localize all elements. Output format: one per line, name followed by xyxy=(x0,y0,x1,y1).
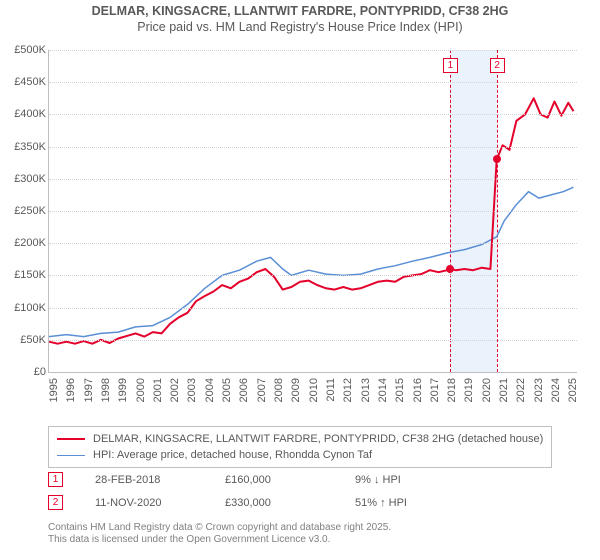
legend-box: DELMAR, KINGSACRE, LLANTWIT FARDRE, PONT… xyxy=(48,426,552,468)
legend-item-hpi: HPI: Average price, detached house, Rhon… xyxy=(57,447,543,463)
legend-label-hpi: HPI: Average price, detached house, Rhon… xyxy=(93,449,372,461)
sale-flag-in-chart: 1 xyxy=(443,58,458,73)
sale-flag-1: 1 xyxy=(48,472,63,487)
x-tick-label: 2018 xyxy=(446,378,458,418)
price-chart-container: { "title": { "line1": "DELMAR, KINGSACRE… xyxy=(0,0,600,560)
y-tick-label: £350K xyxy=(2,141,46,153)
y-tick-label: £0 xyxy=(2,366,46,378)
x-tick-label: 2024 xyxy=(550,378,562,418)
title-address: DELMAR, KINGSACRE, LLANTWIT FARDRE, PONT… xyxy=(0,4,600,18)
sale-date-1: 28-FEB-2018 xyxy=(95,474,225,486)
gridline-h xyxy=(49,147,577,148)
x-tick-label: 1998 xyxy=(100,378,112,418)
footnote-line2: This data is licensed under the Open Gov… xyxy=(48,534,391,546)
legend-swatch-hpi xyxy=(57,455,85,456)
y-tick-label: £250K xyxy=(2,205,46,217)
legend-swatch-price-paid xyxy=(57,438,85,440)
y-tick-label: £500K xyxy=(2,44,46,56)
y-tick-label: £100K xyxy=(2,302,46,314)
footnote-line1: Contains HM Land Registry data © Crown c… xyxy=(48,522,391,534)
sale-flag-2: 2 xyxy=(48,495,63,510)
y-tick-label: £300K xyxy=(2,173,46,185)
x-tick-label: 1996 xyxy=(65,378,77,418)
gridline-h xyxy=(49,243,577,244)
gridline-h xyxy=(49,308,577,309)
x-tick-label: 2016 xyxy=(412,378,424,418)
x-tick-label: 2006 xyxy=(238,378,250,418)
x-tick-label: 2012 xyxy=(342,378,354,418)
x-tick-label: 2021 xyxy=(498,378,510,418)
y-tick-label: £200K xyxy=(2,237,46,249)
x-tick-label: 2005 xyxy=(221,378,233,418)
y-tick-label: £450K xyxy=(2,76,46,88)
x-tick-label: 2009 xyxy=(290,378,302,418)
x-tick-label: 2011 xyxy=(325,378,337,418)
legend-label-price-paid: DELMAR, KINGSACRE, LLANTWIT FARDRE, PONT… xyxy=(93,433,543,445)
sale-point-marker xyxy=(446,265,454,273)
gridline-h xyxy=(49,275,577,276)
sale-pct-1: 9% ↓ HPI xyxy=(355,474,495,486)
x-tick-label: 2025 xyxy=(567,378,579,418)
gridline-h xyxy=(49,179,577,180)
x-tick-label: 1995 xyxy=(48,378,60,418)
gridline-h xyxy=(49,50,577,51)
gridline-h xyxy=(49,211,577,212)
gridline-h xyxy=(49,82,577,83)
x-tick-label: 2010 xyxy=(308,378,320,418)
sale-date-2: 11-NOV-2020 xyxy=(95,497,225,509)
gridline-h xyxy=(49,340,577,341)
x-tick-label: 2015 xyxy=(394,378,406,418)
footnote: Contains HM Land Registry data © Crown c… xyxy=(48,522,391,546)
x-tick-label: 2007 xyxy=(256,378,268,418)
sale-row-2: 2 11-NOV-2020 £330,000 51% ↑ HPI xyxy=(48,495,495,510)
x-tick-label: 2001 xyxy=(152,378,164,418)
title-subtitle: Price paid vs. HM Land Registry's House … xyxy=(0,20,600,34)
x-tick-label: 2023 xyxy=(533,378,545,418)
plot-area: 12 xyxy=(48,50,577,373)
x-tick-label: 2002 xyxy=(169,378,181,418)
legend-item-price-paid: DELMAR, KINGSACRE, LLANTWIT FARDRE, PONT… xyxy=(57,431,543,447)
x-tick-label: 2008 xyxy=(273,378,285,418)
x-tick-label: 2000 xyxy=(135,378,147,418)
sale-price-1: £160,000 xyxy=(225,474,355,486)
x-tick-label: 1999 xyxy=(117,378,129,418)
sale-price-2: £330,000 xyxy=(225,497,355,509)
sale-flag-in-chart: 2 xyxy=(490,58,505,73)
sale-pct-2: 51% ↑ HPI xyxy=(355,497,495,509)
x-tick-label: 2017 xyxy=(429,378,441,418)
chart-title: DELMAR, KINGSACRE, LLANTWIT FARDRE, PONT… xyxy=(0,0,600,34)
x-tick-label: 2020 xyxy=(481,378,493,418)
x-tick-label: 2004 xyxy=(204,378,216,418)
sale-point-marker xyxy=(493,155,501,163)
y-tick-label: £400K xyxy=(2,108,46,120)
x-tick-label: 2014 xyxy=(377,378,389,418)
y-tick-label: £50K xyxy=(2,334,46,346)
x-tick-label: 2003 xyxy=(186,378,198,418)
gridline-h xyxy=(49,114,577,115)
x-tick-label: 1997 xyxy=(83,378,95,418)
x-tick-label: 2022 xyxy=(515,378,527,418)
y-tick-label: £150K xyxy=(2,269,46,281)
x-tick-label: 2013 xyxy=(360,378,372,418)
x-tick-label: 2019 xyxy=(463,378,475,418)
sale-row-1: 1 28-FEB-2018 £160,000 9% ↓ HPI xyxy=(48,472,495,487)
